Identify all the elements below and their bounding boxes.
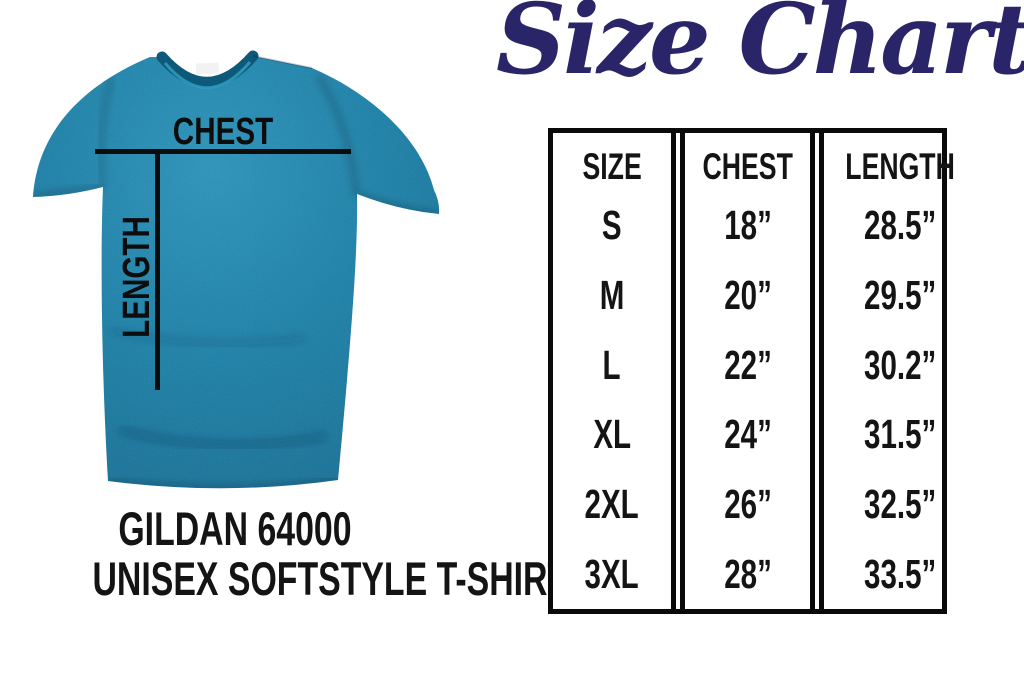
cell-text: 28” [723, 550, 772, 597]
page-title: Size Chart [496, 0, 1024, 96]
length-column-header: LENGTH [824, 133, 976, 191]
shoulder-seam-right [252, 55, 313, 69]
length-measure-line [155, 149, 160, 390]
header-text: LENGTH [845, 146, 956, 187]
cell-text: 30.2” [864, 341, 937, 388]
header-text: CHEST [702, 146, 793, 187]
cell-text: L [602, 341, 622, 388]
table-cell: 3XL [553, 539, 671, 609]
cell-text: XL [593, 411, 631, 458]
cell-text: S [602, 202, 622, 249]
chest-column: CHEST 18” 20” 22” 24” 26” 28” [680, 133, 816, 609]
table-cell: 32.5” [824, 470, 976, 540]
table-cell: 18” [685, 191, 810, 261]
cell-text: 32.5” [864, 481, 937, 528]
heather-texture [33, 56, 440, 489]
cell-text: 18” [723, 202, 772, 249]
cell-text: 29.5” [864, 272, 937, 318]
cell-text: 3XL [584, 550, 640, 597]
length-column: LENGTH 28.5” 29.5” 30.2” 31.5” 32.5” 33.… [819, 133, 976, 609]
table-cell: M [553, 261, 671, 331]
collar-highlight [163, 61, 252, 90]
cell-text: 22” [723, 341, 772, 388]
table-cell: 33.5” [824, 539, 976, 609]
table-cell: 28.5” [824, 191, 976, 261]
cell-text: 2XL [584, 481, 640, 528]
size-table: SIZE S M L XL 2XL 3XL CHEST 18” 20” 22” … [548, 128, 955, 614]
size-column: SIZE S M L XL 2XL 3XL [553, 133, 676, 609]
table-cell: 30.2” [824, 330, 976, 400]
neck-tag [195, 62, 220, 75]
cell-text: 31.5” [864, 411, 937, 458]
table-cell: 28” [685, 539, 810, 609]
table-cell: S [553, 191, 671, 261]
product-caption: GILDAN 64000 UNISEX SOFTSTYLE T-SHIRT [0, 504, 568, 604]
table-cell: L [553, 330, 671, 400]
chest-label: CHEST [173, 111, 274, 153]
product-name-line2: UNISEX SOFTSTYLE T-SHIRT [0, 553, 568, 604]
table-cell: 31.5” [824, 400, 976, 470]
table-cell: 22” [685, 330, 810, 400]
cell-text: 20” [723, 272, 772, 318]
cell-text: 24” [723, 411, 772, 458]
collar-band [156, 50, 259, 88]
table-cell: 24” [685, 400, 810, 470]
table-cell: 2XL [553, 470, 671, 540]
chest-measure-line [95, 149, 351, 154]
size-column-header: SIZE [553, 133, 671, 191]
chest-column-header: CHEST [685, 133, 810, 191]
cell-text: 33.5” [864, 550, 937, 597]
product-name-text2: UNISEX SOFTSTYLE T-SHIRT [92, 551, 569, 605]
length-label: LENGTH [116, 216, 158, 338]
cell-text: 28.5” [864, 202, 937, 249]
cell-text: M [599, 272, 625, 318]
table-cell: 29.5” [824, 261, 976, 331]
header-text: SIZE [582, 146, 642, 187]
table-cell: XL [553, 400, 671, 470]
cell-text: 26” [723, 481, 772, 528]
table-cell: 20” [685, 261, 810, 331]
tshirt-diagram: CHEST LENGTH [33, 50, 440, 489]
product-name-text1: GILDAN 64000 [118, 502, 352, 555]
product-name-line1: GILDAN 64000 [0, 504, 470, 554]
table-cell: 26” [685, 470, 810, 540]
